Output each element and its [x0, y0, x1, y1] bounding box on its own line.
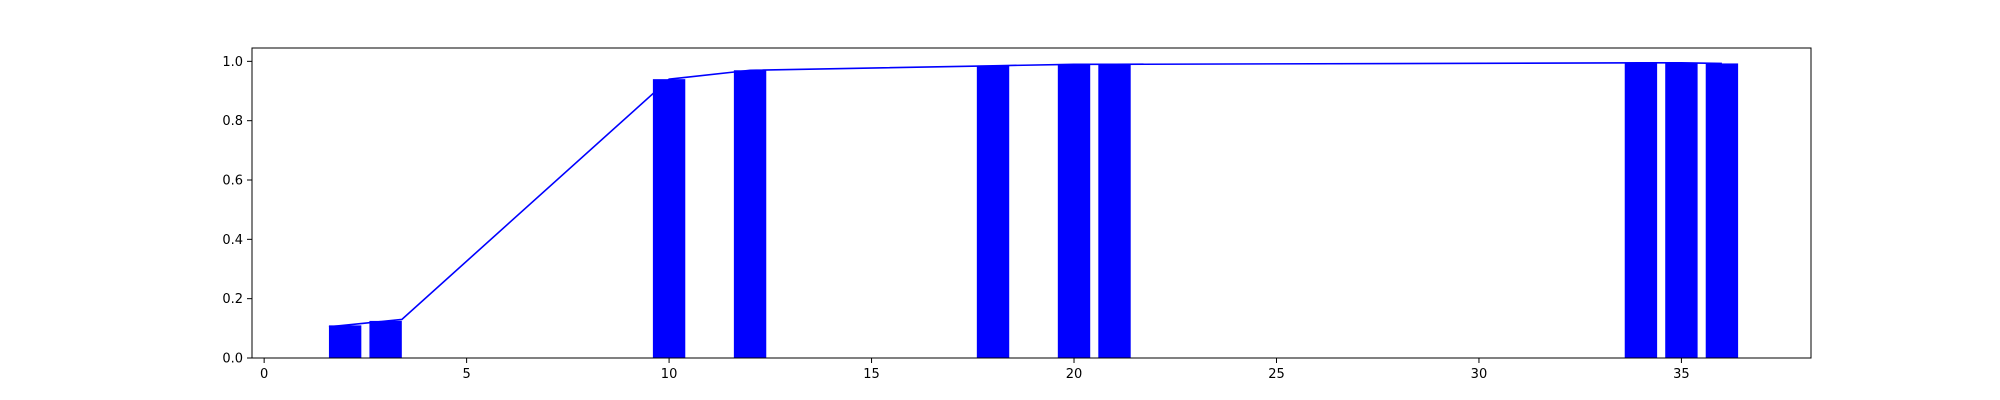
bar-2	[369, 320, 402, 358]
bar-1	[328, 325, 362, 358]
bars-layer	[328, 62, 1739, 359]
x-tick-label-7: 35	[1673, 367, 1690, 382]
line-layer	[328, 62, 1722, 328]
x-tick-label-3: 15	[863, 367, 880, 382]
x-tick-label-4: 20	[1066, 367, 1083, 382]
axes-layer: 0 5 10 15 20 25 30 35 0.0 0.2 0.4 0.6 0.8 1.0	[222, 47, 1812, 382]
bar-10	[1705, 63, 1739, 359]
bar-8	[1624, 62, 1658, 358]
y-tick-label-3: 0.6	[222, 174, 243, 189]
bar-5	[976, 65, 1010, 359]
y-tick-label-5: 1.0	[222, 55, 243, 70]
x-tick-label-2: 10	[661, 367, 678, 382]
x-tick-label-0: 0	[260, 367, 268, 382]
x-tick-label-6: 30	[1471, 367, 1488, 382]
y-tick-label-1: 0.2	[222, 292, 243, 307]
y-tick-label-2: 0.4	[222, 233, 243, 248]
x-tick-label-1: 5	[462, 367, 470, 382]
axes-frame	[251, 47, 1812, 359]
bar-6	[1057, 64, 1091, 358]
bar-7	[1098, 64, 1131, 358]
x-tick-label-5: 25	[1268, 367, 1285, 382]
y-tick-label-0: 0.0	[222, 352, 243, 367]
series-line	[328, 62, 1722, 328]
bar-9	[1665, 62, 1698, 358]
bar-3	[652, 79, 686, 359]
bar-4	[733, 70, 767, 358]
y-tick-label-4: 0.8	[222, 114, 243, 129]
